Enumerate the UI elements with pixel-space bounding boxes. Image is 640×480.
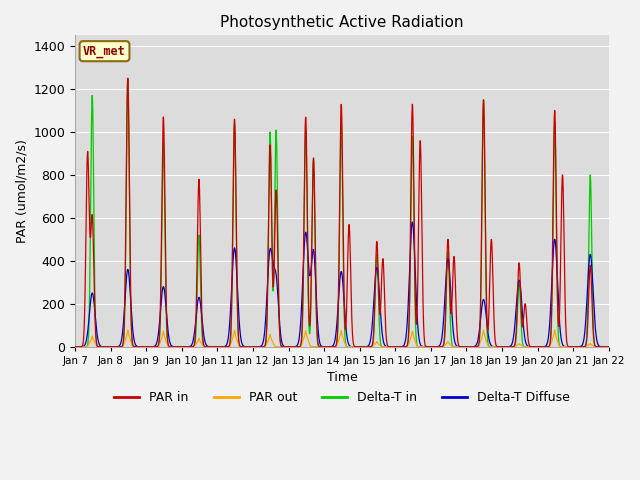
Text: VR_met: VR_met bbox=[83, 45, 126, 58]
Legend: PAR in, PAR out, Delta-T in, Delta-T Diffuse: PAR in, PAR out, Delta-T in, Delta-T Dif… bbox=[109, 386, 575, 409]
Y-axis label: PAR (umol/m2/s): PAR (umol/m2/s) bbox=[15, 139, 28, 243]
Title: Photosynthetic Active Radiation: Photosynthetic Active Radiation bbox=[220, 15, 464, 30]
X-axis label: Time: Time bbox=[326, 372, 357, 384]
